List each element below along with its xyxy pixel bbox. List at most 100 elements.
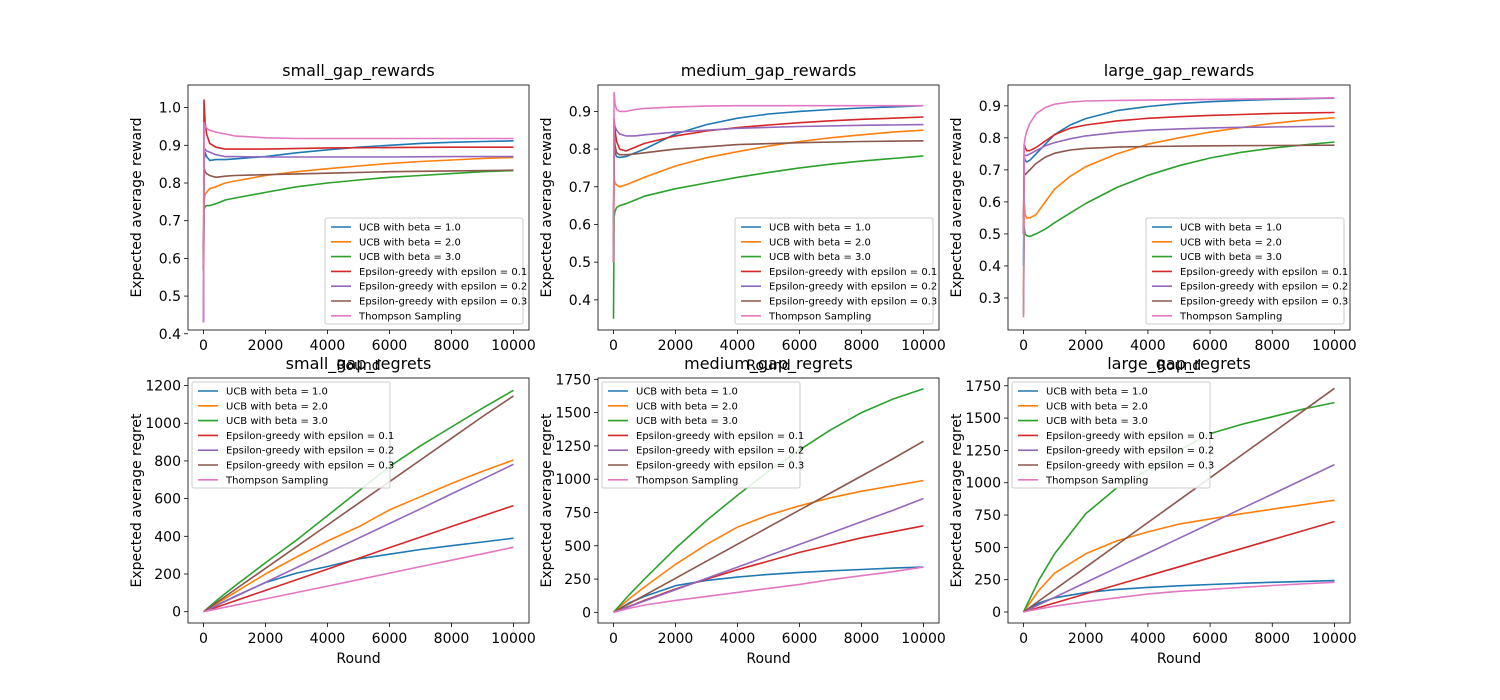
y-tick-label: 0.8	[569, 142, 591, 158]
legend-entry: UCB with beta = 3.0	[636, 416, 738, 427]
subplot-title: small_gap_rewards	[282, 61, 434, 81]
y-axis-label: Expected average reward	[539, 117, 555, 297]
y-tick-label: 1250	[555, 439, 591, 455]
y-axis-label: Expected average reward	[949, 117, 965, 297]
y-tick-label: 0	[992, 605, 1001, 621]
series-line-3	[202, 169, 514, 270]
y-tick-label: 0.8	[159, 176, 181, 192]
legend-entry: UCB with beta = 3.0	[226, 416, 328, 427]
y-tick-label: 1750	[965, 379, 1001, 395]
axes-frame	[597, 84, 940, 331]
x-tick-label: 8000	[434, 631, 470, 647]
series-line-3	[1022, 141, 1335, 315]
series-line-3	[202, 389, 514, 613]
series-line-5	[612, 121, 924, 244]
legend-entry: Thompson Sampling	[768, 311, 871, 322]
y-tick-label: 0.5	[569, 255, 591, 271]
x-tick-label: 2000	[658, 338, 694, 354]
series-line-2	[612, 129, 924, 244]
x-tick-label: 0	[609, 631, 618, 647]
y-axis-label: Expected average reward	[129, 117, 145, 297]
subplot-title: large_gap_rewards	[1104, 61, 1254, 81]
legend-entry: UCB with beta = 2.0	[1046, 401, 1148, 412]
x-axis-label: Round	[336, 651, 380, 667]
subplot-small_gap_rewards: 0 2000 4000 6000 8000 10000 0.4 0.5 0.6 0.7 0.8 0.9…	[129, 61, 536, 374]
series-line-5	[1022, 125, 1335, 234]
y-tick-label: 0.4	[159, 327, 181, 343]
legend-entry: Epsilon-greedy with epsilon = 0.1	[1046, 431, 1214, 442]
series-line-6	[203, 395, 514, 613]
y-axis-label: Expected average regret	[129, 413, 145, 588]
legend-entry: UCB with beta = 2.0	[1180, 237, 1282, 248]
axes-frame	[1007, 84, 1351, 331]
y-tick-label: 800	[154, 454, 181, 470]
x-tick-label: 0	[609, 338, 618, 354]
series-line-6	[1023, 387, 1335, 613]
y-tick-label: 1000	[555, 472, 591, 488]
legend: UCB with beta = 1.0 UCB with beta = 2.0 UC…	[601, 381, 804, 489]
y-tick-label: 250	[564, 572, 591, 588]
y-axis-label: Expected average regret	[949, 413, 965, 588]
legend-entry: Epsilon-greedy with epsilon = 0.1	[1180, 267, 1348, 278]
y-tick-label: 200	[154, 567, 181, 583]
legend-entry: Thompson Sampling	[358, 311, 461, 322]
series-line-7	[612, 91, 924, 263]
legend-entry: UCB with beta = 1.0	[769, 223, 871, 234]
series-line-5	[613, 497, 924, 614]
x-tick-label: 0	[1019, 631, 1028, 647]
series-line-4	[203, 504, 514, 613]
legend-entry: Epsilon-greedy with epsilon = 0.2	[1046, 446, 1214, 457]
x-tick-label: 0	[199, 338, 208, 354]
axes-frame	[187, 377, 530, 624]
x-tick-label: 2000	[1068, 338, 1104, 354]
legend: UCB with beta = 1.0 UCB with beta = 2.0 UC…	[1011, 381, 1214, 489]
legend-entry: UCB with beta = 2.0	[226, 401, 328, 412]
x-tick-label: 2000	[248, 338, 284, 354]
y-tick-label: 0.3	[979, 291, 1001, 307]
legend-entry: UCB with beta = 3.0	[359, 252, 461, 263]
series-line-6	[613, 440, 924, 614]
series-line-7	[202, 121, 514, 323]
y-tick-label: 1000	[965, 476, 1001, 492]
y-tick-label: 750	[974, 508, 1001, 524]
x-tick-label: 8000	[434, 338, 470, 354]
series-line-2	[203, 459, 514, 613]
legend-entry: UCB with beta = 1.0	[1180, 223, 1282, 234]
legend-entry: UCB with beta = 1.0	[1046, 387, 1148, 398]
y-tick-label: 0	[172, 605, 181, 621]
x-tick-label: 10000	[491, 338, 536, 354]
subplot-title: small_gap_regrets	[286, 354, 432, 374]
x-tick-label: 10000	[901, 338, 946, 354]
x-axis-label: Round	[336, 358, 380, 374]
series-line-5	[1023, 463, 1335, 613]
y-tick-label: 0.7	[979, 163, 1001, 179]
x-tick-label: 2000	[1068, 631, 1104, 647]
x-tick-label: 8000	[844, 631, 880, 647]
series-line-1	[1022, 97, 1335, 266]
x-tick-label: 6000	[782, 631, 818, 647]
x-axis-label: Round	[746, 651, 790, 667]
y-tick-label: 1200	[145, 379, 181, 395]
legend-entry: Epsilon-greedy with epsilon = 0.3	[359, 297, 527, 308]
legend-entry: UCB with beta = 2.0	[636, 401, 738, 412]
y-tick-label: 0.6	[979, 195, 1001, 211]
legend-entry: Epsilon-greedy with epsilon = 0.1	[636, 431, 804, 442]
legend-entry: UCB with beta = 1.0	[226, 387, 328, 398]
legend-box	[1145, 217, 1345, 325]
y-tick-label: 0.6	[569, 217, 591, 233]
series-line-4	[1022, 111, 1335, 234]
legend-entry: UCB with beta = 3.0	[1046, 416, 1148, 427]
legend-box	[601, 381, 801, 489]
subplot-title: medium_gap_rewards	[681, 61, 857, 81]
legend-entry: Thompson Sampling	[1179, 311, 1282, 322]
legend-entry: Epsilon-greedy with epsilon = 0.3	[1046, 461, 1214, 472]
y-tick-label: 1250	[965, 443, 1001, 459]
axes-frame	[1007, 377, 1351, 624]
legend-entry: Epsilon-greedy with epsilon = 0.3	[769, 297, 937, 308]
y-tick-label: 0.9	[979, 99, 1001, 115]
legend-entry: UCB with beta = 1.0	[636, 387, 738, 398]
x-tick-label: 10000	[491, 631, 536, 647]
legend-entry: Epsilon-greedy with epsilon = 0.2	[769, 282, 937, 293]
legend-entry: Epsilon-greedy with epsilon = 0.2	[226, 446, 394, 457]
series-line-7	[203, 546, 514, 613]
